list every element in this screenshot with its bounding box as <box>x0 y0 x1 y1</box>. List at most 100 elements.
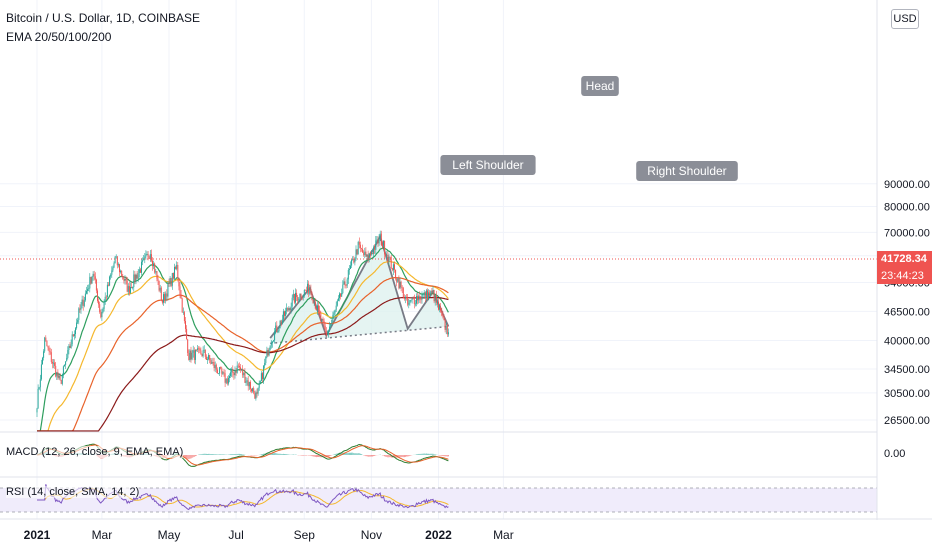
candle-body <box>89 276 91 289</box>
candle-body <box>374 247 376 250</box>
candle-body <box>447 332 449 335</box>
macd-zero-tick: 0.00 <box>884 448 905 460</box>
candle-body <box>190 350 192 360</box>
candle-body <box>386 254 388 256</box>
candle-body <box>286 307 288 312</box>
candle-body <box>122 276 124 279</box>
candle-body <box>110 274 112 277</box>
candle-body <box>71 334 73 345</box>
candle-body <box>372 253 373 254</box>
candle-body <box>403 298 405 299</box>
candle-body <box>310 288 312 294</box>
candle-body <box>358 241 360 245</box>
candle-body <box>149 254 151 259</box>
candle-body <box>269 345 271 350</box>
candle-body <box>312 300 314 304</box>
candle-body <box>97 290 98 301</box>
rsi-legend[interactable]: RSI (14, close, SMA, 14, 2) <box>6 486 140 498</box>
ema-legend[interactable]: EMA 20/50/100/200 <box>6 30 112 44</box>
candle-body <box>337 298 339 301</box>
candle-body <box>367 254 369 260</box>
candle-body <box>201 354 203 357</box>
candle-body <box>423 291 425 295</box>
candle-body <box>227 378 229 384</box>
candle-body <box>443 316 445 321</box>
candle-body <box>348 268 350 271</box>
currency-button[interactable]: USD <box>891 9 919 29</box>
candle-body <box>380 233 382 246</box>
candle-body <box>234 370 236 376</box>
candle-body <box>345 285 347 286</box>
candle-body <box>189 350 191 361</box>
candle-body <box>444 320 446 330</box>
candle-body <box>381 245 383 246</box>
candle-body <box>94 276 96 280</box>
price-axis[interactable]: 90000.0080000.0070000.0062000.0054000.00… <box>884 179 930 427</box>
time-tick-label: Nov <box>361 528 382 542</box>
candle-body <box>362 248 364 253</box>
right-shoulder-label-box <box>636 161 738 181</box>
candle-body <box>401 287 403 289</box>
candle-body <box>416 296 417 304</box>
candle-body <box>390 256 392 268</box>
candle-body <box>267 350 269 356</box>
candle-body <box>121 270 123 277</box>
candle-body <box>182 312 184 313</box>
candle-body <box>102 308 104 313</box>
candle-body <box>177 264 179 278</box>
candle-body <box>73 334 75 337</box>
candle-body <box>439 307 441 310</box>
candle-body <box>315 308 317 311</box>
candle-body <box>57 372 59 378</box>
candle-body <box>335 305 337 310</box>
candle-body <box>351 259 353 266</box>
candle-body <box>369 253 371 255</box>
candle-body <box>116 256 118 266</box>
time-axis[interactable]: 2021 Mar May Jul Sep Nov 2022 Mar <box>24 528 514 542</box>
left-shoulder-label: Left Shoulder <box>452 158 523 172</box>
candle-body <box>417 296 419 301</box>
candle-body <box>200 350 202 355</box>
candle-body <box>244 372 246 383</box>
candle-body <box>389 256 391 258</box>
candle-body <box>225 378 227 383</box>
candle-body <box>67 349 69 358</box>
candle-body <box>42 357 43 365</box>
price-tick-label: 34500.00 <box>884 364 930 376</box>
candle-body <box>243 372 245 376</box>
candle-body <box>186 328 188 340</box>
candle-body <box>296 292 298 297</box>
ema-lines <box>37 247 449 432</box>
candle-body <box>218 373 219 375</box>
candle-body <box>388 256 390 262</box>
candle-body <box>392 264 394 271</box>
candle-body <box>238 366 240 368</box>
candle-body <box>153 263 155 267</box>
candle-body <box>139 269 141 273</box>
candle-body <box>156 271 158 279</box>
candle-body <box>429 292 431 296</box>
candle-body <box>343 281 345 285</box>
candle-body <box>247 380 249 387</box>
candle-body <box>342 284 344 294</box>
candle-body <box>187 339 189 353</box>
candle-body <box>223 372 225 374</box>
candle-body <box>330 323 332 327</box>
candle-body <box>282 311 284 320</box>
candle-body <box>236 365 238 373</box>
candle-body <box>211 362 213 364</box>
candle-body <box>262 373 263 380</box>
candle-body <box>220 367 222 369</box>
candle-body <box>202 350 204 357</box>
candle-body <box>278 328 280 332</box>
candle-body <box>146 253 148 255</box>
candle-body <box>84 293 86 301</box>
candle-body <box>219 367 221 374</box>
candle-body <box>87 288 89 292</box>
candle-body <box>363 252 365 256</box>
macd-legend[interactable]: MACD (12, 26, close, 9, EMA, EMA) <box>6 446 184 458</box>
candle-body <box>192 350 194 353</box>
candle-body <box>105 296 107 298</box>
candle-body <box>340 293 342 297</box>
